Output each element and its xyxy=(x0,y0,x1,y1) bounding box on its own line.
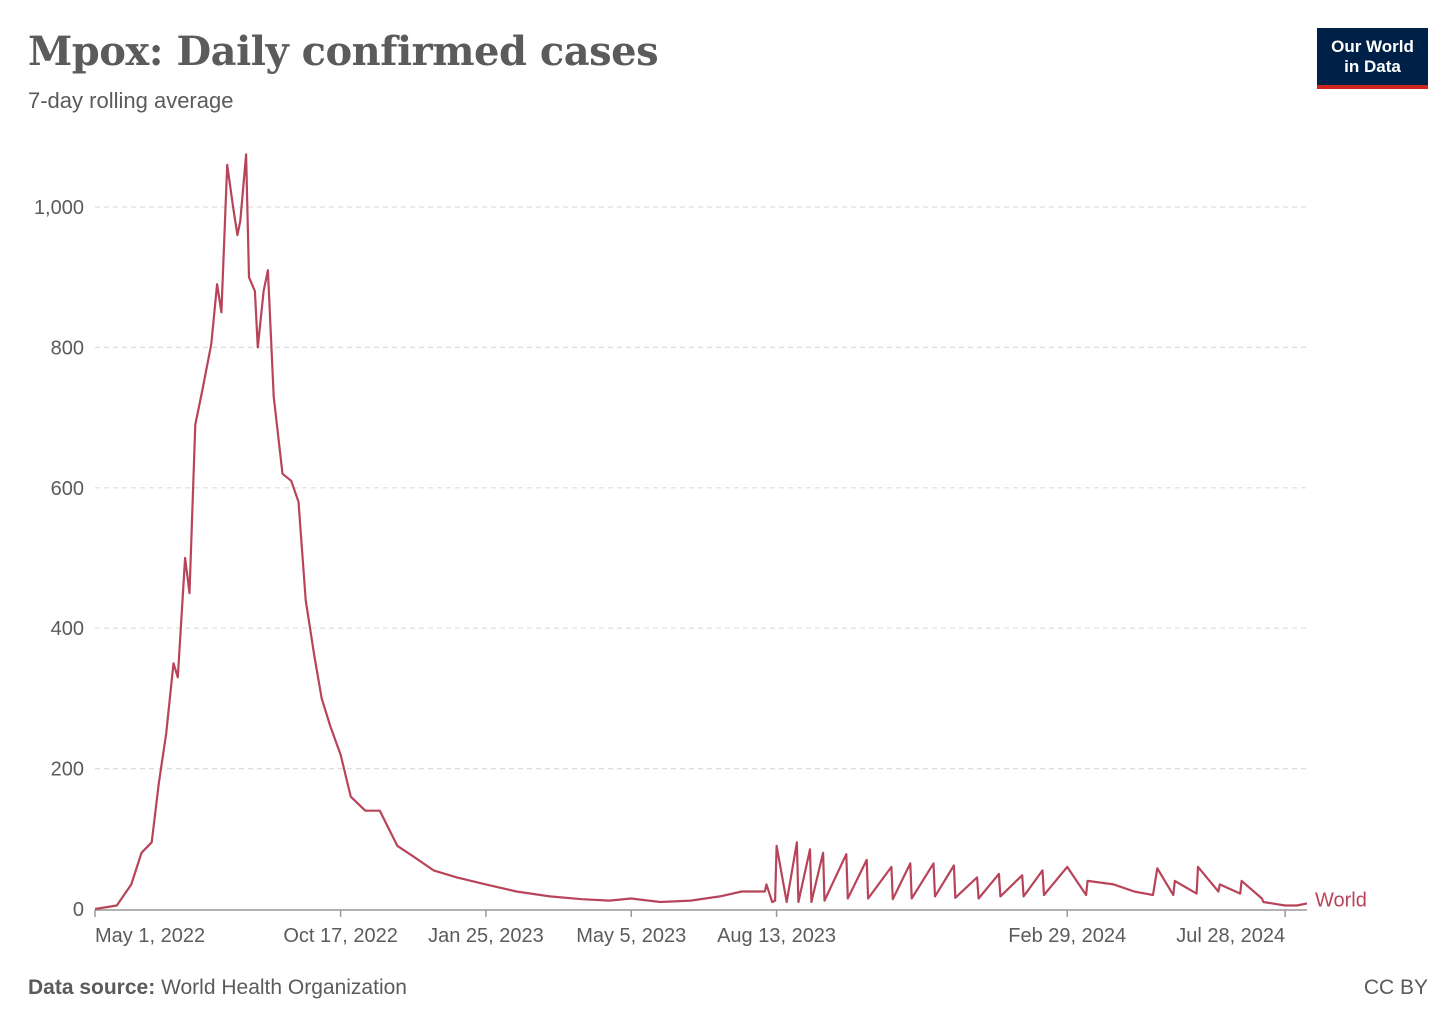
y-tick-label: 0 xyxy=(73,899,84,921)
series-label-world: World xyxy=(1315,889,1367,911)
y-tick-label: 1,000 xyxy=(34,197,84,219)
y-tick-label: 400 xyxy=(51,618,84,640)
x-tick-label: Oct 17, 2022 xyxy=(283,925,398,947)
logo-line-1: Our World xyxy=(1331,36,1414,56)
data-source-value: World Health Organization xyxy=(161,976,407,999)
x-tick-label: May 5, 2023 xyxy=(576,925,686,947)
chart-subtitle: 7-day rolling average xyxy=(28,88,234,113)
chart-title: Mpox: Daily confirmed cases xyxy=(28,28,659,75)
x-tick-label: Feb 29, 2024 xyxy=(1008,925,1126,947)
data-source: Data source: World Health Organization xyxy=(28,976,407,1000)
owid-logo[interactable]: Our World in Data xyxy=(1317,28,1428,89)
y-tick-label: 200 xyxy=(51,759,84,781)
x-tick-label: Jan 25, 2023 xyxy=(428,925,544,947)
x-tick-label: May 1, 2022 xyxy=(95,925,205,947)
license-link[interactable]: CC BY xyxy=(1363,976,1428,999)
y-tick-label: 600 xyxy=(51,478,84,500)
logo-line-2: in Data xyxy=(1344,56,1401,76)
data-source-label: Data source: xyxy=(28,976,156,999)
series-line-world xyxy=(94,153,1308,911)
y-tick-label: 800 xyxy=(51,337,84,359)
x-tick-label: Aug 13, 2023 xyxy=(717,925,836,947)
x-tick-label: Jul 28, 2024 xyxy=(1176,925,1285,947)
